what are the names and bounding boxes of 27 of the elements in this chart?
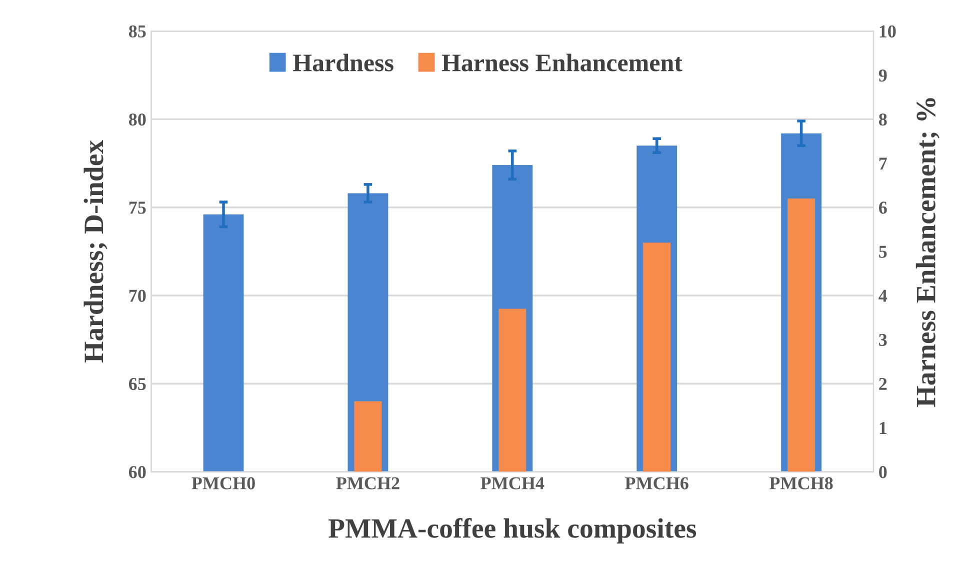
y-tick-label: 65 <box>128 378 146 390</box>
y2-tick-label: 6 <box>879 202 887 214</box>
y-tick-label: 85 <box>128 25 146 38</box>
y2-tick-label: 10 <box>880 25 896 38</box>
y2-tick-label: 1 <box>880 422 886 434</box>
y2-tick-label: 2 <box>879 378 887 390</box>
y2-tick-label: 0 <box>879 466 887 478</box>
x-tick-label: PMCH0 <box>192 477 255 490</box>
y2-tick-label: 7 <box>879 158 887 170</box>
legend-label: Hardness <box>293 54 394 72</box>
y-axis-title: Hardness; D-index <box>84 140 108 362</box>
y2-tick-label: 8 <box>878 113 887 126</box>
x-axis-title: PMMA-coffee husk composites <box>328 518 696 544</box>
x-tick-label: PMCH8 <box>770 477 833 490</box>
x-tick-label: PMCH6 <box>625 477 688 490</box>
x-tick-label: PMCH2 <box>336 477 400 490</box>
x-tick-label: PMCH4 <box>480 477 544 490</box>
y2-tick-label: 3 <box>879 334 887 346</box>
y-tick-label: 80 <box>128 113 146 126</box>
y2-axis-title: Harness Enhancement; % <box>916 98 940 407</box>
y2-tick-label: 5 <box>879 246 887 258</box>
y-tick-label: 60 <box>128 466 146 478</box>
y2-tick-label: 4 <box>878 290 888 302</box>
y-tick-label: 70 <box>129 290 146 302</box>
legend-label: Harness Enhancement <box>442 54 682 72</box>
y-tick-label: 75 <box>129 202 146 214</box>
y2-tick-label: 9 <box>878 69 887 82</box>
